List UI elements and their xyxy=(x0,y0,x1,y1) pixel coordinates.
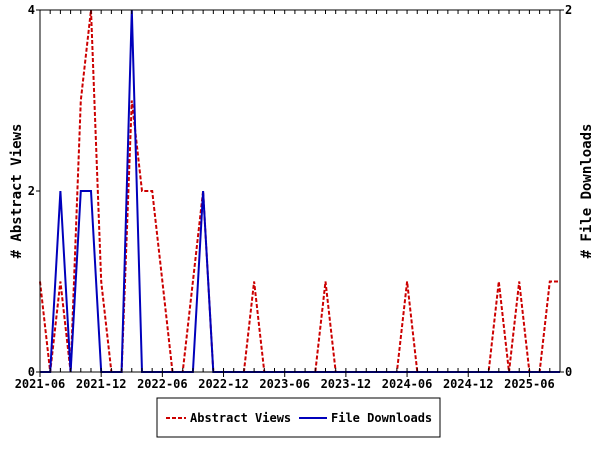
y-tick-label: 4 xyxy=(28,3,35,17)
y2-axis-label: # File Downloads xyxy=(579,124,595,259)
x-tick-label: 2021-12 xyxy=(76,377,127,391)
x-tick-label: 2023-12 xyxy=(321,377,372,391)
x-tick-label: 2023-06 xyxy=(259,377,310,391)
legend-label-abstract-views: Abstract Views xyxy=(190,411,291,425)
x-tick-label: 2025-06 xyxy=(504,377,555,391)
legend-label-file-downloads: File Downloads xyxy=(331,411,432,425)
x-tick-label: 2024-06 xyxy=(382,377,433,391)
y-axis-label: # Abstract Views xyxy=(9,124,25,259)
x-tick-label: 2024-12 xyxy=(443,377,494,391)
y-tick-label: 0 xyxy=(28,365,35,379)
x-tick-label: 2022-06 xyxy=(137,377,188,391)
x-tick-label: 2022-12 xyxy=(198,377,249,391)
y2-tick-label: 0 xyxy=(565,365,572,379)
plot-frame xyxy=(40,10,560,372)
y2-tick-label: 2 xyxy=(565,3,572,17)
y-tick-label: 2 xyxy=(28,184,35,198)
legend: Abstract Views File Downloads xyxy=(157,398,440,437)
series-line-file-downloads xyxy=(40,10,560,372)
x-tick-label: 2021-06 xyxy=(15,377,66,391)
series-line-abstract-views xyxy=(40,10,560,372)
